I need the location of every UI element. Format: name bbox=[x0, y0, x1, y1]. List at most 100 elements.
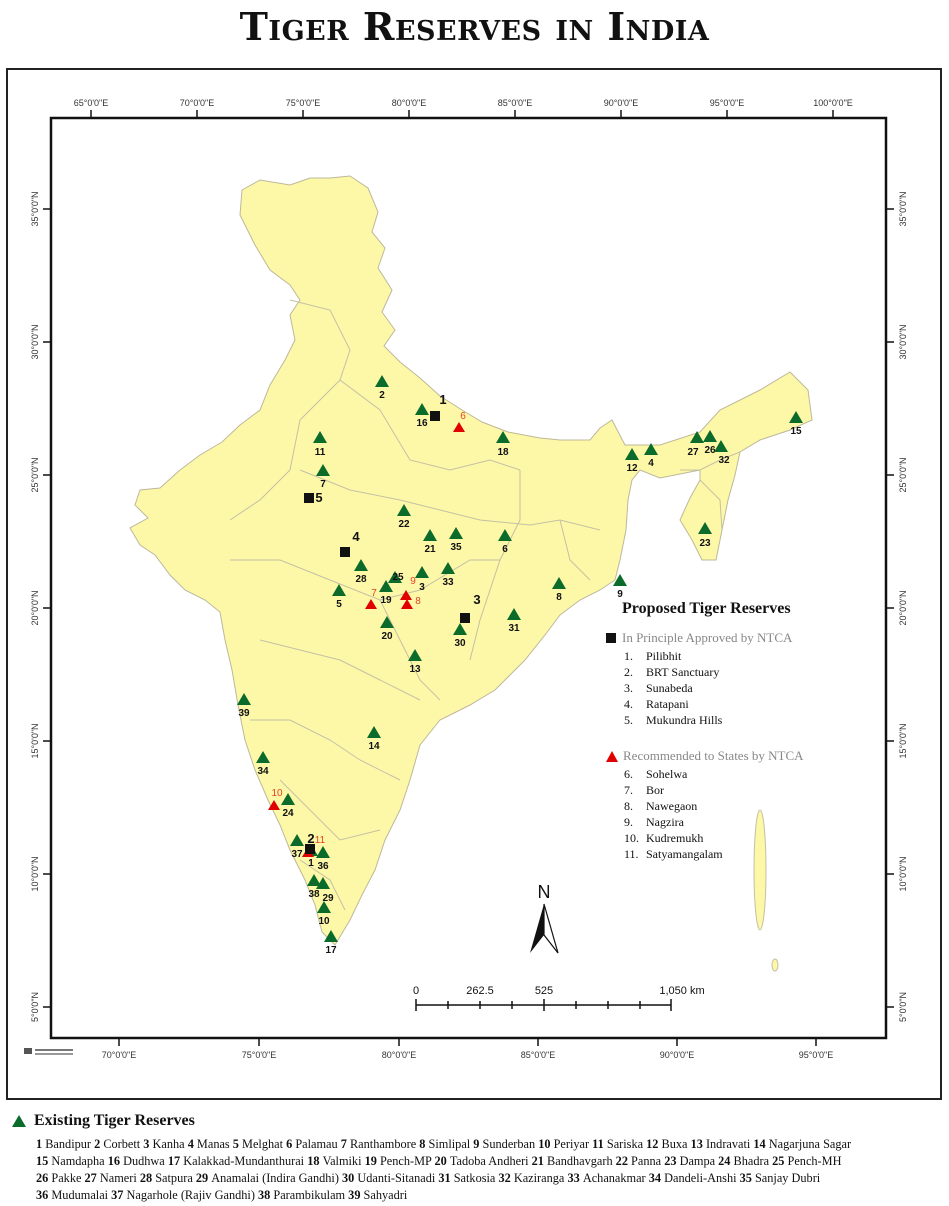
existing-reserve-marker-icon[interactable] bbox=[332, 584, 346, 596]
recommended-reserve-marker-icon[interactable] bbox=[365, 599, 377, 609]
existing-reserve-marker-icon[interactable] bbox=[397, 504, 411, 516]
latitude-label: 35°0'0"N bbox=[30, 191, 40, 226]
approved-reserve-marker-icon[interactable] bbox=[430, 411, 440, 421]
existing-reserve-entry: 1 Bandipur bbox=[36, 1137, 95, 1151]
existing-reserve-entry: 11 Sariska bbox=[592, 1137, 647, 1151]
list-item: 4. Ratapani bbox=[624, 697, 689, 711]
existing-reserve-marker-icon[interactable] bbox=[379, 580, 393, 592]
existing-reserve-marker-icon[interactable] bbox=[498, 529, 512, 541]
existing-reserve-entry: 37 Nagarhole (Rajiv Gandhi) bbox=[111, 1188, 258, 1202]
svg-text:0: 0 bbox=[413, 985, 419, 997]
existing-reserve-label: 30 bbox=[454, 638, 466, 649]
existing-reserve-label: 13 bbox=[409, 664, 421, 675]
existing-reserve-marker-icon[interactable] bbox=[388, 571, 402, 583]
existing-reserve-entry: 3 Kanha bbox=[143, 1137, 188, 1151]
existing-reserve-marker-icon[interactable] bbox=[313, 431, 327, 443]
existing-reserve-marker-icon[interactable] bbox=[408, 649, 422, 661]
existing-reserve-label: 35 bbox=[450, 542, 462, 553]
scale-bar bbox=[415, 999, 672, 1011]
existing-reserve-marker-icon[interactable] bbox=[281, 793, 295, 805]
existing-reserve-marker-icon[interactable] bbox=[441, 562, 455, 574]
latitude-label: 35°0'0"N bbox=[898, 191, 908, 226]
approved-reserve-label: 4 bbox=[352, 529, 360, 544]
existing-reserve-marker-icon[interactable] bbox=[367, 726, 381, 738]
existing-reserve-label: 15 bbox=[790, 426, 802, 437]
existing-reserve-marker-icon[interactable] bbox=[380, 616, 394, 628]
existing-reserve-marker-icon[interactable] bbox=[316, 464, 330, 476]
recommended-reserve-marker-icon[interactable] bbox=[268, 800, 280, 810]
existing-reserve-label: 22 bbox=[398, 519, 410, 530]
existing-reserve-marker-icon[interactable] bbox=[256, 751, 270, 763]
existing-reserve-marker-icon[interactable] bbox=[354, 559, 368, 571]
existing-reserve-marker-icon[interactable] bbox=[290, 834, 304, 846]
green-triangle-icon bbox=[12, 1115, 26, 1127]
recommended-reserve-marker-icon[interactable] bbox=[400, 590, 412, 600]
existing-reserve-marker-icon[interactable] bbox=[237, 693, 251, 705]
existing-reserve-marker-icon[interactable] bbox=[316, 877, 330, 889]
existing-reserve-label: 14 bbox=[368, 741, 380, 752]
existing-reserve-marker-icon[interactable] bbox=[324, 930, 338, 942]
map-frame bbox=[6, 68, 942, 1100]
approved-reserve-label: 2 bbox=[307, 831, 314, 846]
existing-reserve-marker-icon[interactable] bbox=[507, 608, 521, 620]
recommended-reserve-marker-icon[interactable] bbox=[453, 422, 465, 432]
existing-reserve-marker-icon[interactable] bbox=[307, 874, 321, 886]
existing-reserve-marker-icon[interactable] bbox=[690, 431, 704, 443]
recommended-reserve-marker-icon[interactable] bbox=[401, 599, 413, 609]
existing-reserve-marker-icon[interactable] bbox=[317, 901, 331, 913]
existing-reserve-entry: 14 Nagarjuna Sagar bbox=[753, 1137, 852, 1151]
existing-reserve-label: 38 bbox=[308, 889, 320, 900]
existing-reserve-entry: 4 Manas bbox=[187, 1137, 233, 1151]
existing-reserve-marker-icon[interactable] bbox=[415, 566, 429, 578]
existing-reserve-label: 26 bbox=[704, 445, 716, 456]
existing-reserve-entry: 27 Nameri bbox=[84, 1171, 140, 1185]
list-item: 11. Satyamangalam bbox=[624, 847, 723, 861]
approved-reserve-marker-icon[interactable] bbox=[305, 844, 315, 854]
existing-reserve-entry: 29 Anamalai (Indira Gandhi) bbox=[195, 1171, 343, 1185]
longitude-ticks-bottom bbox=[118, 1038, 817, 1046]
existing-reserve-label: 23 bbox=[699, 538, 711, 549]
existing-reserve-label: 12 bbox=[626, 463, 638, 474]
existing-reserve-entry: 25 Pench-MH bbox=[772, 1154, 842, 1168]
existing-reserve-marker-icon[interactable] bbox=[449, 527, 463, 539]
existing-reserve-label: 25 bbox=[392, 572, 404, 583]
latitude-label: 25°0'0"N bbox=[898, 457, 908, 492]
existing-reserve-label: 28 bbox=[355, 574, 367, 585]
approved-reserve-marker-icon[interactable] bbox=[460, 613, 470, 623]
approved-reserve-label: 1 bbox=[439, 392, 446, 407]
existing-reserve-marker-icon[interactable] bbox=[613, 574, 627, 586]
existing-reserve-entry: 35 Sanjay Dubri bbox=[739, 1171, 821, 1185]
existing-reserve-marker-icon[interactable] bbox=[644, 443, 658, 455]
existing-reserve-marker-icon[interactable] bbox=[703, 430, 717, 442]
existing-reserve-marker-icon[interactable] bbox=[789, 411, 803, 423]
longitude-label: 80°0'0"E bbox=[382, 1050, 417, 1060]
approved-reserve-marker-icon[interactable] bbox=[340, 547, 350, 557]
page-title: Tiger Reserves in India bbox=[239, 4, 710, 49]
existing-reserve-marker-icon[interactable] bbox=[714, 440, 728, 452]
existing-reserve-label: 8 bbox=[556, 592, 562, 603]
existing-reserve-label: 31 bbox=[508, 623, 520, 634]
existing-reserve-marker-icon[interactable] bbox=[316, 846, 330, 858]
existing-reserve-entry: 26 Pakke bbox=[36, 1171, 85, 1185]
existing-reserve-entry: 19 Pench-MP bbox=[364, 1154, 435, 1168]
existing-reserve-marker-icon[interactable] bbox=[625, 448, 639, 460]
existing-reserve-label: 9 bbox=[617, 589, 623, 600]
svg-text:262.5: 262.5 bbox=[466, 985, 494, 997]
longitude-label: 85°0'0"E bbox=[521, 1050, 556, 1060]
approved-reserve-label: 5 bbox=[315, 490, 322, 505]
existing-reserve-label: 2 bbox=[379, 390, 385, 401]
existing-reserve-label: 16 bbox=[416, 418, 428, 429]
existing-reserve-marker-icon[interactable] bbox=[698, 522, 712, 534]
existing-reserve-marker-icon[interactable] bbox=[423, 529, 437, 541]
existing-reserve-marker-icon[interactable] bbox=[375, 375, 389, 387]
existing-reserve-marker-icon[interactable] bbox=[453, 623, 467, 635]
existing-reserve-entry: 21 Bandhavgarh bbox=[531, 1154, 616, 1168]
existing-reserve-entry: 28 Satpura bbox=[139, 1171, 196, 1185]
latitude-label: 30°0'0"N bbox=[898, 324, 908, 359]
existing-reserve-marker-icon[interactable] bbox=[552, 577, 566, 589]
approved-reserve-marker-icon[interactable] bbox=[304, 493, 314, 503]
existing-reserve-label: 5 bbox=[336, 599, 342, 610]
existing-reserve-marker-icon[interactable] bbox=[415, 403, 429, 415]
existing-reserve-marker-icon[interactable] bbox=[496, 431, 510, 443]
longitude-label: 95°0'0"E bbox=[799, 1050, 834, 1060]
